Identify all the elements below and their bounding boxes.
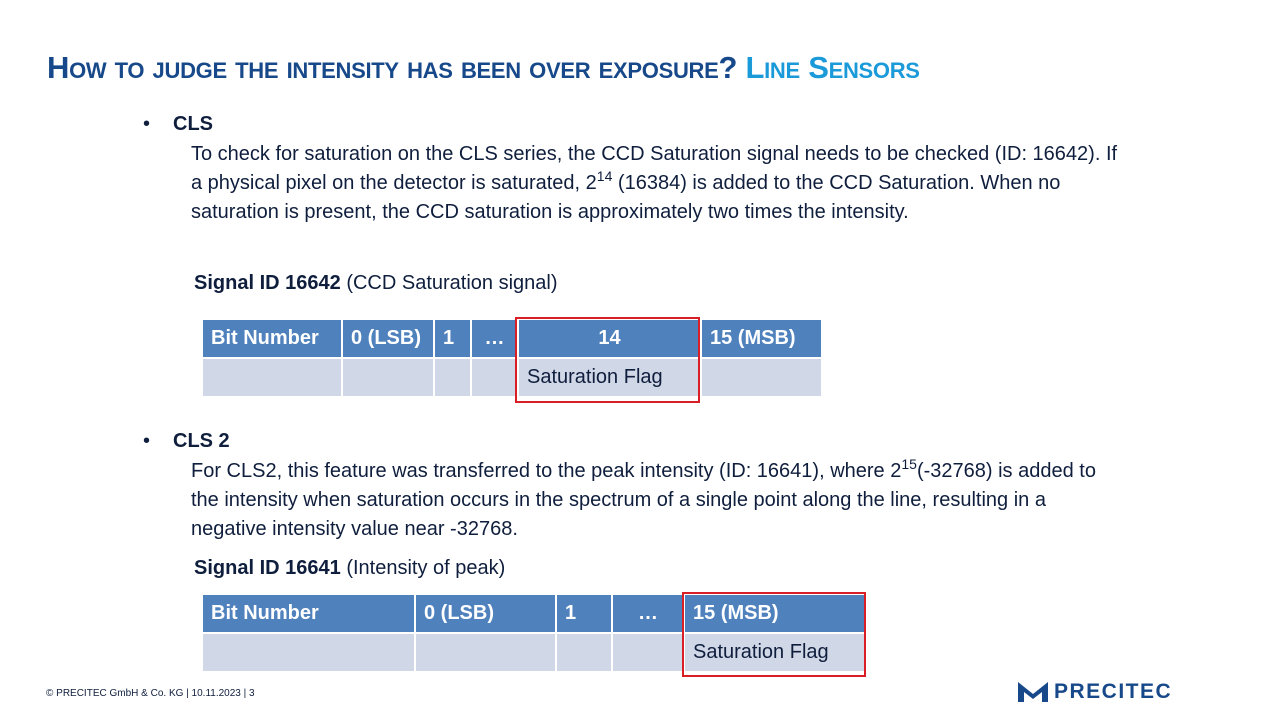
- table-cell: Saturation Flag: [683, 632, 867, 673]
- paragraph-cls: To check for saturation on the CLS serie…: [191, 140, 1121, 227]
- table-header-row: Bit Number 0 (LSB) 1 … 15 (MSB): [201, 593, 867, 634]
- table-header-cell: 1: [555, 593, 613, 634]
- paragraph-text: (-32768) is added to the intensity when …: [191, 460, 1096, 540]
- paragraph-cls2: For CLS2, this feature was transferred t…: [191, 457, 1121, 544]
- table-header-cell: 14: [517, 318, 702, 359]
- bullet-icon: •: [143, 113, 151, 135]
- table-row: Saturation Flag: [201, 632, 867, 673]
- table-cell: Saturation Flag: [517, 357, 702, 398]
- signal-id-16641: Signal ID 16641 (Intensity of peak): [194, 557, 505, 580]
- signal-desc: (CCD Saturation signal): [346, 272, 558, 294]
- bit-table-cls: Bit Number 0 (LSB) 1 … 14 15 (MSB) Satur…: [201, 318, 823, 398]
- paragraph-text: To check for saturation on the CLS serie…: [191, 143, 1118, 194]
- table-cell: [555, 632, 613, 673]
- title-main: How to judge the intensity has been over…: [47, 50, 738, 85]
- paragraph-text: (16384) is added to the CCD Saturation. …: [191, 172, 1061, 223]
- table-header-cell: 15 (MSB): [700, 318, 823, 359]
- table-header-cell: 0 (LSB): [341, 318, 435, 359]
- table-cell: [201, 357, 343, 398]
- signal-label: Signal ID 16642: [194, 272, 341, 294]
- table-cell: [470, 357, 519, 398]
- precitec-logo-icon: [1018, 682, 1048, 702]
- table-cell: [611, 632, 685, 673]
- slide-title: How to judge the intensity has been over…: [47, 50, 920, 86]
- bit-table-cls2: Bit Number 0 (LSB) 1 … 15 (MSB) Saturati…: [201, 593, 867, 673]
- table-header-cell: 0 (LSB): [414, 593, 557, 634]
- section-heading-cls2: CLS 2: [173, 430, 230, 452]
- table-cell: [433, 357, 472, 398]
- table-header-cell: Bit Number: [201, 593, 416, 634]
- logo-text: PRECITEC: [1054, 680, 1173, 703]
- signal-id-16642: Signal ID 16642 (CCD Saturation signal): [194, 272, 558, 295]
- table-header-cell: Bit Number: [201, 318, 343, 359]
- signal-desc: (Intensity of peak): [346, 557, 506, 579]
- power-exponent: 15: [901, 456, 917, 472]
- power-exponent: 14: [596, 168, 613, 184]
- footer-text: © PRECITEC GmbH & Co. KG | 10.11.2023 | …: [46, 688, 255, 699]
- table-cell: [414, 632, 557, 673]
- power-base: 2: [890, 460, 902, 482]
- precitec-logo: PRECITEC: [1018, 680, 1172, 704]
- table-header-row: Bit Number 0 (LSB) 1 … 14 15 (MSB): [201, 318, 823, 359]
- table-cell: [201, 632, 416, 673]
- table-row: Saturation Flag: [201, 357, 823, 398]
- table-header-cell: …: [611, 593, 685, 634]
- table-header-cell: 15 (MSB): [683, 593, 867, 634]
- title-accent: Line Sensors: [745, 50, 920, 85]
- table-cell: [700, 357, 823, 398]
- table-header-cell: …: [470, 318, 519, 359]
- table-header-cell: 1: [433, 318, 472, 359]
- signal-label: Signal ID 16641: [194, 557, 341, 579]
- bullet-icon: •: [143, 430, 151, 452]
- table-cell: [341, 357, 435, 398]
- power-base: 2: [585, 172, 597, 194]
- section-heading-cls: CLS: [173, 113, 213, 135]
- paragraph-text: For CLS2, this feature was transferred t…: [191, 460, 891, 482]
